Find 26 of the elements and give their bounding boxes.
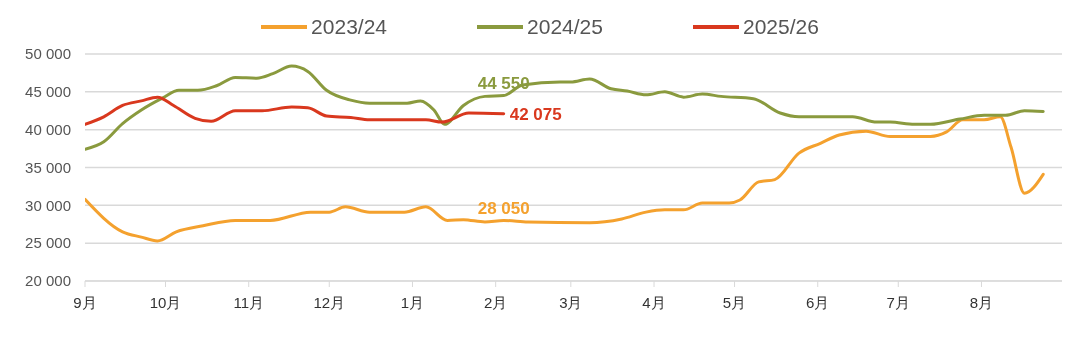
legend-label: 2025/26 xyxy=(742,15,819,39)
x-tick-label: 9月 xyxy=(73,293,97,311)
x-tick-label: 10月 xyxy=(149,293,182,311)
x-tick-label: 7月 xyxy=(886,293,910,311)
y-tick-label: 30 000 xyxy=(25,196,71,214)
legend-label: 2023/24 xyxy=(311,15,388,39)
annotation: 42 075 xyxy=(509,104,562,124)
annotation: 28 050 xyxy=(477,199,530,219)
x-tick-label: 5月 xyxy=(722,293,747,311)
y-tick-label: 20 000 xyxy=(25,272,71,290)
x-tick-label: 4月 xyxy=(642,293,666,311)
y-tick-label: 50 000 xyxy=(25,45,71,63)
y-tick-label: 45 000 xyxy=(25,83,71,101)
legend-label: 2024/25 xyxy=(527,15,603,39)
y-tick-label: 25 000 xyxy=(25,234,71,252)
x-tick-label: 3月 xyxy=(559,293,583,311)
line-series xyxy=(85,64,1045,151)
x-tick-label: 2月 xyxy=(483,293,508,311)
y-tick-label: 40 000 xyxy=(25,120,71,138)
line-series xyxy=(85,95,506,126)
x-tick-label: 12月 xyxy=(313,293,346,311)
x-tick-label: 8月 xyxy=(969,293,994,311)
x-tick-label: 11月 xyxy=(233,293,265,311)
x-tick-label: 1月 xyxy=(400,293,425,311)
x-tick-label: 6月 xyxy=(806,293,830,311)
y-tick-label: 35 000 xyxy=(25,158,71,176)
